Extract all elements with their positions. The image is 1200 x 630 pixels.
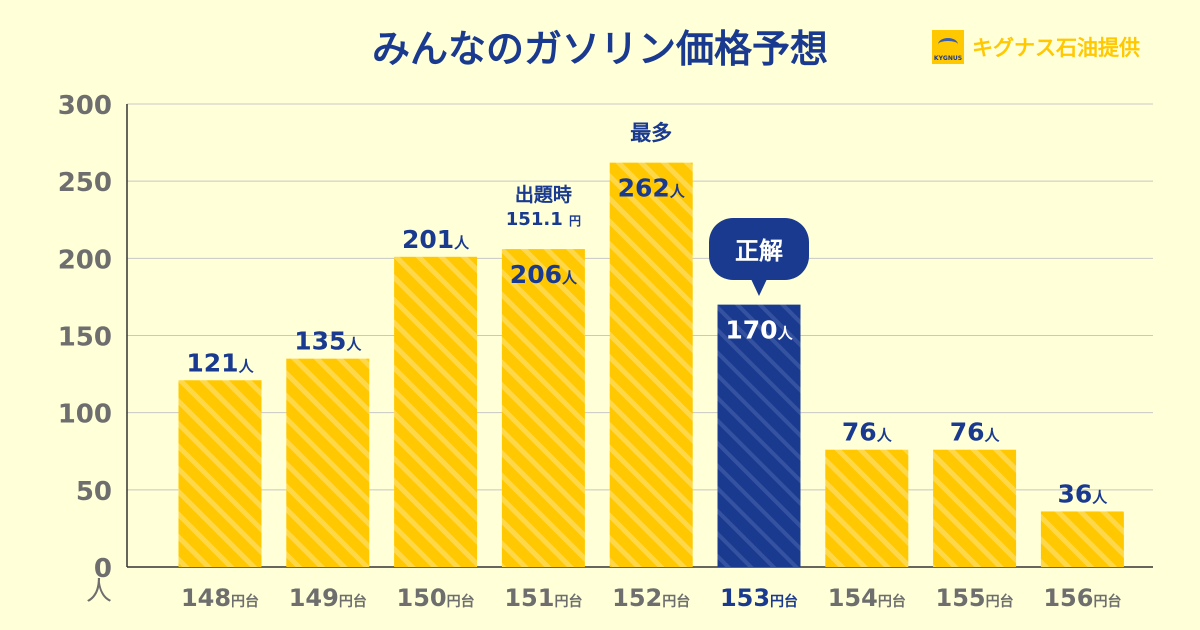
correct-bubble <box>709 218 809 280</box>
most-annotation: 最多 <box>630 121 672 145</box>
value-label: 262人 <box>618 174 686 203</box>
bar-153 <box>717 304 801 567</box>
sponsor: KYGNUS キグナス石油提供 <box>932 30 1140 64</box>
y-tick-label: 0 <box>94 554 112 584</box>
x-tick-label: 152円台 <box>612 584 690 612</box>
value-label: 36人 <box>1057 479 1108 508</box>
x-tick-label: 153円台 <box>720 584 798 612</box>
bar-156 <box>1040 511 1124 567</box>
x-tick-label: 154円台 <box>828 584 906 612</box>
value-label: 76人 <box>842 418 893 447</box>
sponsor-text: キグナス石油提供 <box>972 36 1140 60</box>
bar-150 <box>394 256 478 567</box>
correct-bubble-tail <box>751 279 767 296</box>
question-time-label: 出題時 <box>515 183 572 206</box>
y-tick-label: 100 <box>58 400 112 430</box>
value-label: 135人 <box>294 327 362 356</box>
bar-152 <box>609 162 693 567</box>
kygnus-logo: KYGNUS <box>932 30 964 64</box>
x-tick-label: 149円台 <box>289 584 367 612</box>
value-label: 201人 <box>402 225 470 254</box>
y-tick-label: 300 <box>58 91 112 121</box>
value-label: 76人 <box>950 418 1001 447</box>
value-label: 170人 <box>725 316 793 345</box>
correct-label: 正解 <box>735 237 783 265</box>
bar-148 <box>178 380 262 567</box>
y-tick-label: 200 <box>58 245 112 275</box>
x-tick-label: 155円台 <box>936 584 1014 612</box>
y-axis-label: 人 <box>86 577 112 607</box>
bar-154 <box>825 449 909 567</box>
bar-151 <box>501 249 585 567</box>
bar-155 <box>933 449 1017 567</box>
y-tick-label: 250 <box>58 168 112 198</box>
x-tick-label: 156円台 <box>1043 584 1121 612</box>
x-tick-label: 150円台 <box>397 584 475 612</box>
value-label: 206人 <box>510 260 578 289</box>
x-tick-label: 151円台 <box>504 584 582 612</box>
chart-title: みんなのガソリン価格予想 <box>371 27 828 71</box>
value-label: 121人 <box>186 348 254 377</box>
bar-149 <box>286 358 370 567</box>
y-tick-label: 50 <box>76 477 112 507</box>
y-tick-label: 150 <box>58 323 112 353</box>
x-tick-label: 148円台 <box>181 584 259 612</box>
question-time-price: 151.1 円 <box>506 209 581 230</box>
